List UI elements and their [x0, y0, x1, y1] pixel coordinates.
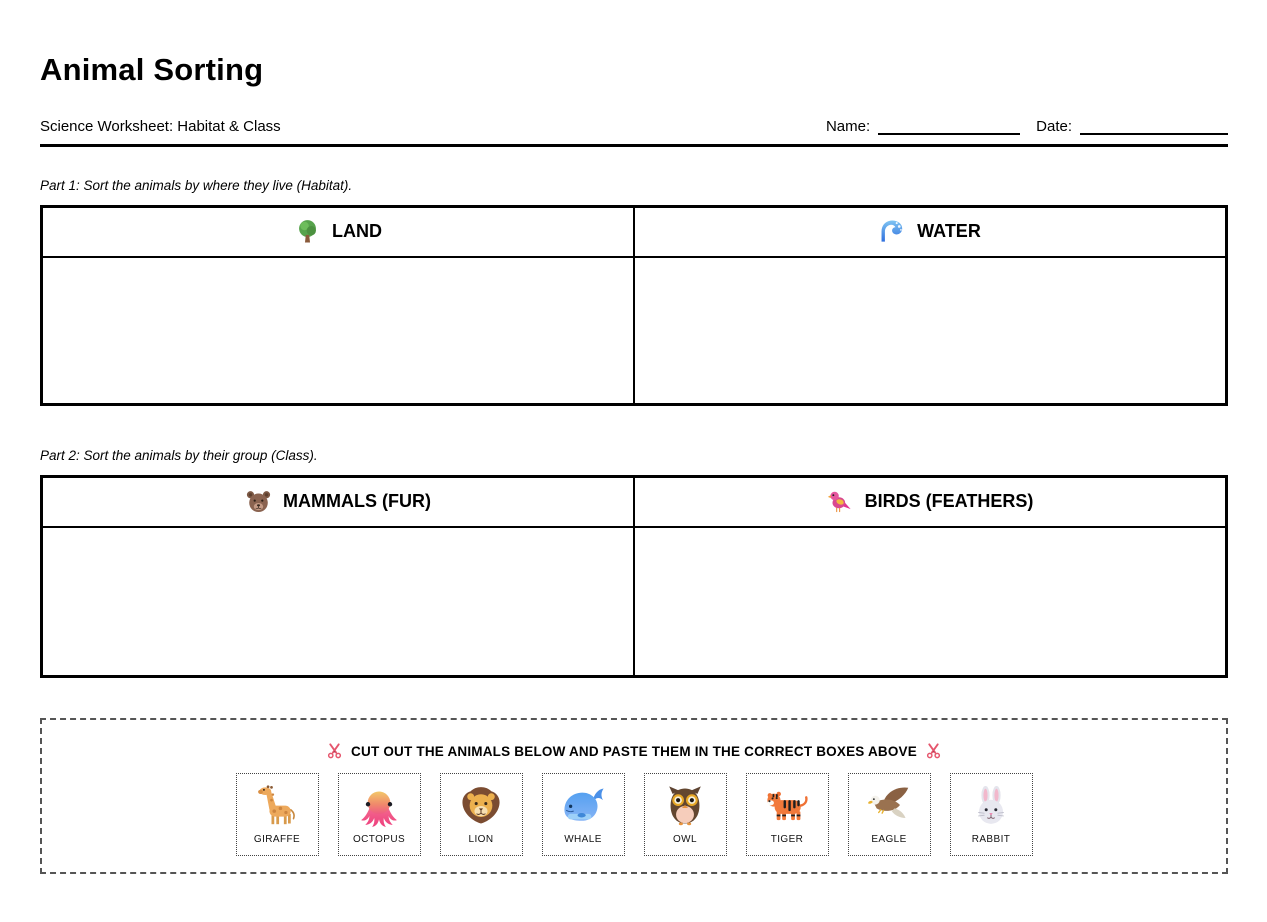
giraffe-icon [258, 784, 295, 824]
land-drop-zone[interactable] [40, 255, 635, 406]
card-label: OCTOPUS [352, 833, 406, 845]
column-header-mammals: MAMMALS (FUR) [40, 475, 635, 528]
animal-card-lion[interactable]: LION [439, 773, 523, 856]
card-label: OWL [673, 833, 697, 845]
cutout-title: CUT OUT THE ANIMALS BELOW AND PASTE THEM… [42, 743, 1226, 760]
card-label: WHALE [564, 833, 602, 845]
eagle-icon [868, 786, 909, 818]
date-label: Date: [1036, 118, 1072, 135]
worksheet-subtitle: Science Worksheet: Habitat & Class [40, 118, 281, 135]
name-field: Name: [825, 118, 1021, 135]
scissors-icon [327, 743, 342, 759]
meta-row: Science Worksheet: Habitat & Class Name:… [40, 118, 1228, 135]
cutout-section: CUT OUT THE ANIMALS BELOW AND PASTE THEM… [40, 718, 1228, 874]
date-blank-line [1080, 120, 1228, 135]
column-label: MAMMALS (FUR) [283, 491, 431, 512]
whale-icon [564, 787, 604, 821]
octopus-icon [361, 791, 397, 827]
card-label: RABBIT [971, 833, 1011, 845]
column-label: WATER [917, 221, 981, 242]
animal-card-eagle[interactable]: EAGLE [847, 773, 931, 856]
tiger-icon [767, 791, 808, 820]
card-label: LION [468, 833, 494, 845]
tree-icon [299, 220, 316, 243]
animal-card-whale[interactable]: WHALE [541, 773, 625, 856]
animal-card-owl[interactable]: OWL [643, 773, 727, 856]
column-label: LAND [332, 221, 382, 242]
animal-card-giraffe[interactable]: GIRAFFE [235, 773, 319, 856]
animal-card-rabbit[interactable]: RABBIT [949, 773, 1033, 856]
animal-cards-row: GIRAFFE [42, 773, 1226, 856]
column-header-land: LAND [40, 205, 635, 258]
column-label: BIRDS (FEATHERS) [864, 491, 1034, 512]
part2-instruction: Part 2: Sort the animals by their group … [40, 448, 318, 463]
card-label: GIRAFFE [253, 833, 301, 845]
part1-instruction: Part 1: Sort the animals by where they l… [40, 178, 353, 193]
animal-card-tiger[interactable]: TIGER [745, 773, 829, 856]
header-divider [40, 144, 1228, 147]
bear-icon [246, 491, 271, 513]
wave-icon [881, 220, 903, 242]
habitat-sort-table: LAND [40, 205, 1228, 406]
card-label: TIGER [770, 833, 804, 845]
water-drop-zone[interactable] [633, 255, 1228, 406]
lion-icon [462, 786, 500, 823]
page-title: Animal Sorting [40, 52, 264, 87]
cutout-instruction: CUT OUT THE ANIMALS BELOW AND PASTE THEM… [351, 744, 917, 759]
birds-drop-zone[interactable] [633, 525, 1228, 678]
column-header-birds: BIRDS (FEATHERS) [633, 475, 1228, 528]
bird-icon [827, 492, 851, 513]
card-label: EAGLE [871, 833, 907, 845]
column-header-water: WATER [633, 205, 1228, 258]
rabbit-icon [978, 785, 1004, 824]
name-label: Name: [825, 118, 871, 135]
date-field: Date: [1036, 118, 1228, 135]
name-date-fields: Name: Date: [826, 118, 1228, 135]
mammals-drop-zone[interactable] [40, 525, 635, 678]
class-sort-table: MAMMALS (FUR) BIR [40, 475, 1228, 678]
name-blank-line [878, 120, 1021, 135]
animal-card-octopus[interactable]: OCTOPUS [337, 773, 421, 856]
scissors-icon [926, 743, 941, 759]
owl-icon [669, 785, 701, 825]
